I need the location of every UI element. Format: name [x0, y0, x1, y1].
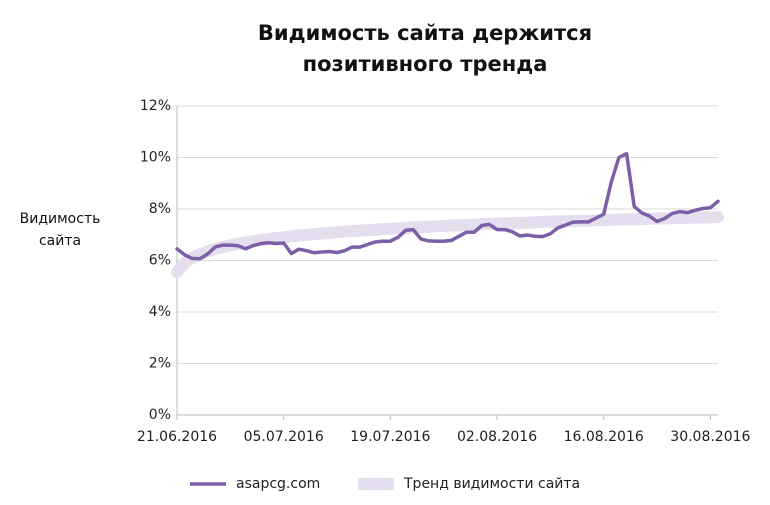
- y-axis-label: Видимость сайта: [19, 211, 101, 249]
- chart-title: Видимость сайта держится позитивного тре…: [257, 21, 593, 76]
- x-tick-label: 19.07.2016: [350, 429, 430, 445]
- series-line: [171, 211, 724, 279]
- y-tick-label: 4%: [149, 304, 171, 320]
- legend-label: Тренд видимости сайта: [403, 476, 580, 492]
- y-tick-label: 0%: [149, 407, 171, 423]
- y-tick-label: 6%: [149, 253, 171, 269]
- y-tick-label: 10%: [140, 150, 171, 166]
- y-tick-label: 2%: [149, 356, 171, 372]
- y-tick-label: 8%: [149, 201, 171, 217]
- x-tick-label: 21.06.2016: [137, 429, 217, 445]
- y-tick-label: 12%: [140, 98, 171, 114]
- x-tick-label: 16.08.2016: [564, 429, 644, 445]
- x-tick-label: 02.08.2016: [457, 429, 537, 445]
- series-line: [175, 151, 720, 261]
- legend-label: asapcg.com: [236, 476, 320, 492]
- x-tick-label: 30.08.2016: [670, 429, 750, 445]
- x-tick-label: 05.07.2016: [244, 429, 324, 445]
